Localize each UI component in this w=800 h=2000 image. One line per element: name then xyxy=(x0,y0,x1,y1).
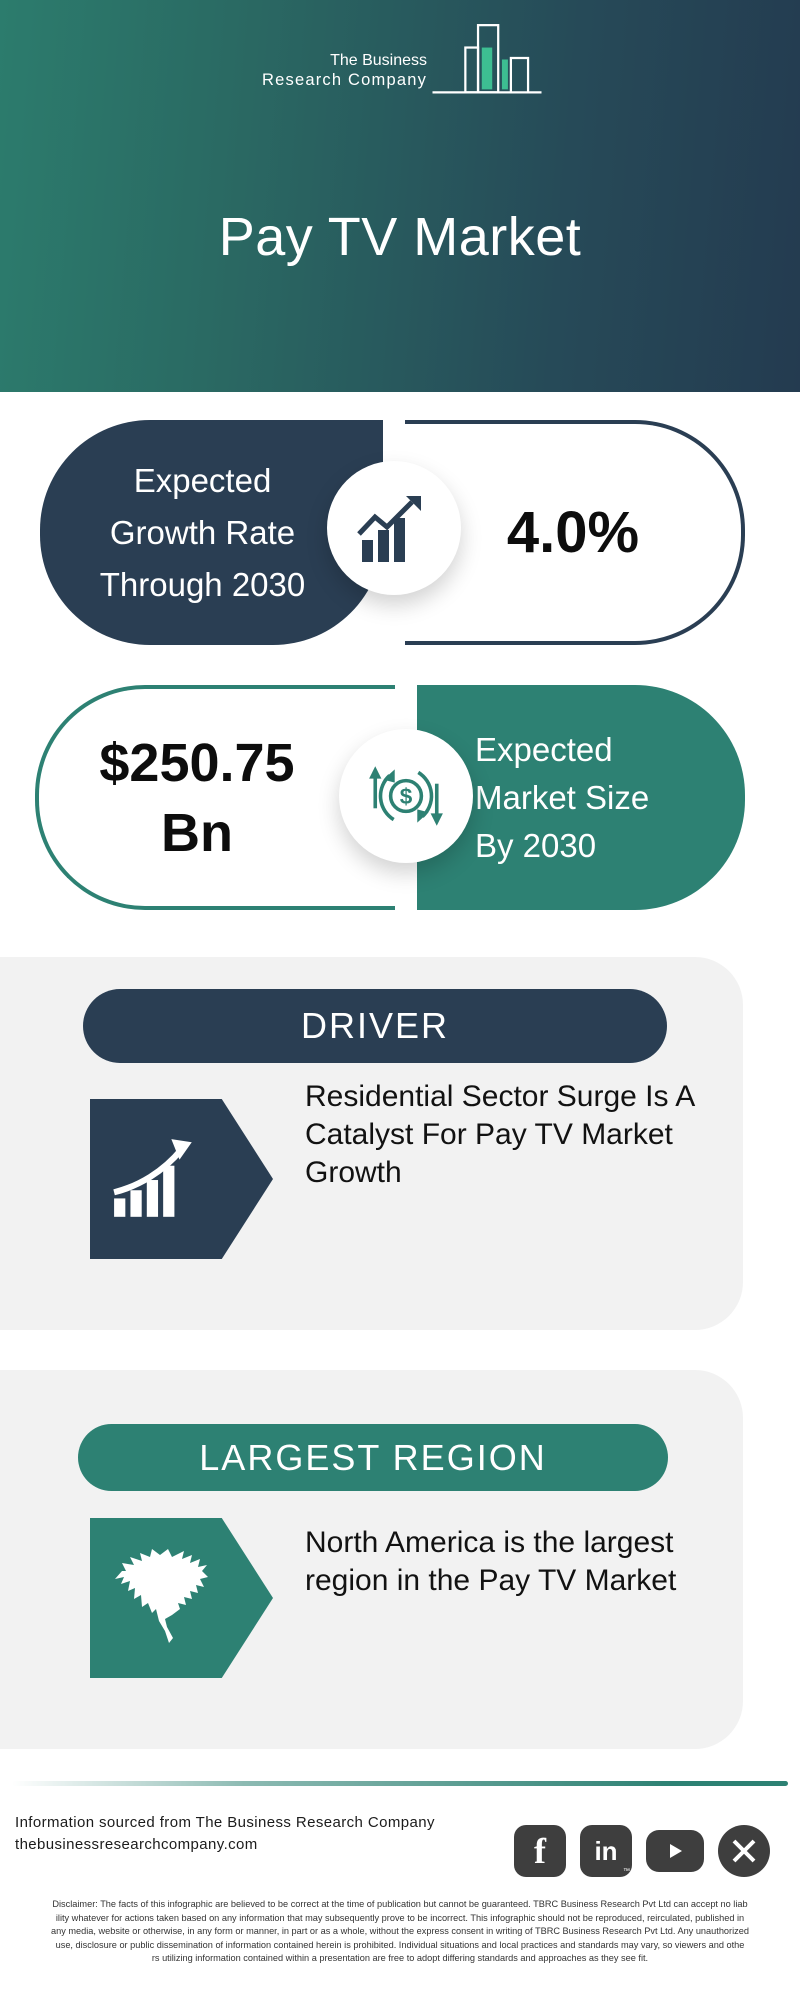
disclaimer-line1: Disclaimer: The facts of this infographi… xyxy=(52,1899,748,1909)
x-twitter-icon[interactable] xyxy=(718,1825,770,1877)
growth-rate-value-pill: 4.0% xyxy=(405,420,745,645)
bar-chart-logo-icon xyxy=(432,24,542,94)
market-size-value-pill: $250.75 Bn xyxy=(35,685,395,910)
logo-line1: The Business xyxy=(330,52,428,69)
growth-chart-icon xyxy=(357,496,421,562)
growth-icon-circle xyxy=(327,461,461,595)
growth-label-line1: Expected xyxy=(133,461,272,499)
driver-heading-pill: DRIVER xyxy=(83,989,667,1063)
logo-line2: Research Company xyxy=(262,71,428,89)
svg-text:$: $ xyxy=(400,784,413,809)
disclaimer-text: Disclaimer: The facts of this infographi… xyxy=(6,1898,794,1966)
company-logo: The Business Research Company xyxy=(262,18,543,98)
largest-region-description: North America is the largest region in t… xyxy=(305,1524,735,1600)
market-size-unit: Bn xyxy=(161,802,233,863)
linkedin-tm: ™ xyxy=(623,1868,630,1875)
market-label-line3: By 2030 xyxy=(475,826,597,864)
growth-rate-value: 4.0% xyxy=(506,500,640,565)
driver-description: Residential Sector Surge Is A Catalyst F… xyxy=(305,1078,715,1192)
header-banner: The Business Research Company Pay TV Mar… xyxy=(0,0,800,392)
company-logo-text: The Business Research Company xyxy=(262,52,427,90)
social-links: f in ™ xyxy=(514,1825,770,1877)
market-label-line2: Market Size xyxy=(475,778,650,816)
region-text-line1: North America is the largest xyxy=(305,1526,674,1559)
disclaimer-line4: use, disclosure or public dissemination … xyxy=(55,1939,745,1950)
market-label-line1: Expected xyxy=(475,730,613,768)
market-size-value: $250.75 xyxy=(99,732,295,793)
market-size-icon-circle: $ xyxy=(339,729,473,863)
source-line1: Information sourced from The Business Re… xyxy=(15,1814,435,1831)
region-text-line2: region in the Pay TV Market xyxy=(305,1564,677,1597)
youtube-icon[interactable] xyxy=(646,1830,704,1872)
driver-heading: DRIVER xyxy=(300,1005,450,1046)
largest-region-heading: LARGEST REGION xyxy=(199,1436,547,1478)
source-url: thebusinessresearchcompany.com xyxy=(15,1836,258,1853)
growth-label-line2: Growth Rate xyxy=(109,513,296,551)
x-glyph xyxy=(732,1839,756,1863)
play-icon xyxy=(670,1844,682,1858)
largest-region-heading-pill: LARGEST REGION xyxy=(78,1424,668,1491)
driver-text-line3: Growth xyxy=(305,1156,402,1189)
footer-divider xyxy=(12,1781,788,1786)
north-america-map-icon xyxy=(115,1549,208,1643)
driver-text-line1: Residential Sector Surge Is A xyxy=(305,1080,696,1113)
disclaimer-line5: rs utilizing information contained withi… xyxy=(151,1953,649,1964)
page-title: Pay TV Market xyxy=(218,207,582,267)
growth-label-line3: Through 2030 xyxy=(99,565,306,603)
linkedin-glyph: in xyxy=(594,1835,618,1866)
driver-text-line2: Catalyst For Pay TV Market xyxy=(305,1118,673,1151)
money-exchange-icon: $ xyxy=(369,766,443,826)
disclaimer-line3: any media, website or otherwise, in any … xyxy=(51,1926,749,1937)
bar-growth-arrow-icon xyxy=(113,1139,192,1217)
linkedin-icon[interactable]: in ™ xyxy=(580,1825,632,1877)
source-info: Information sourced from The Business Re… xyxy=(15,1812,435,1856)
growth-rate-label-pill: Expected Growth Rate Through 2030 xyxy=(40,420,383,645)
facebook-icon[interactable]: f xyxy=(514,1825,566,1877)
disclaimer-line2: ility whatever for actions taken based o… xyxy=(55,1912,745,1923)
